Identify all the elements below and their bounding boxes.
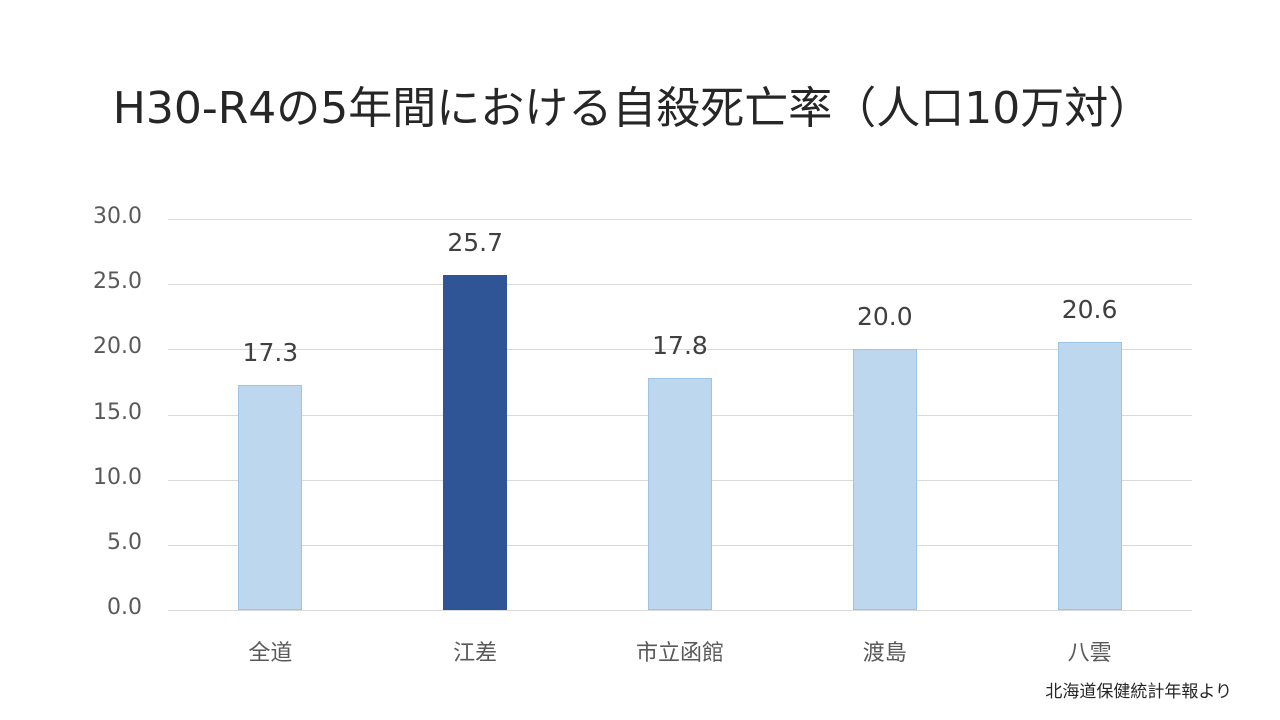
y-tick-label: 0.0	[107, 595, 142, 620]
y-tick-label: 30.0	[93, 204, 142, 229]
data-label: 20.6	[1061, 294, 1118, 324]
gridline	[168, 219, 1192, 220]
source-note: 北海道保健統計年報より	[1045, 682, 1232, 702]
y-tick-label: 20.0	[93, 334, 142, 360]
data-label: 17.3	[242, 337, 299, 367]
bar	[443, 275, 508, 610]
data-label: 25.7	[447, 228, 504, 258]
gridline	[168, 349, 1192, 350]
y-tick-label: 25.0	[93, 269, 142, 295]
bar	[1057, 341, 1122, 610]
y-tick-label: 5.0	[107, 529, 142, 555]
y-tick-label: 15.0	[93, 399, 142, 425]
x-tick-label: 江差	[453, 641, 498, 666]
bar	[852, 349, 917, 610]
x-tick-label: 渡島	[862, 641, 907, 666]
plot-area: 17.3 25.7 17.8 20.0 20.6	[168, 219, 1192, 611]
gridline	[168, 284, 1192, 285]
x-tick-label: 八雲	[1067, 641, 1112, 666]
y-tick-label: 10.0	[93, 464, 142, 490]
bar	[648, 378, 712, 610]
gridline	[168, 610, 1192, 611]
x-tick-label: 市立函館	[635, 641, 724, 666]
x-tick-label: 全道	[248, 641, 293, 666]
chart-title: H30-R4の5年間における自殺死亡率（人口10万対）	[112, 83, 1153, 134]
bar	[238, 384, 303, 610]
data-label: 17.8	[652, 331, 708, 360]
data-label: 20.0	[856, 302, 913, 332]
